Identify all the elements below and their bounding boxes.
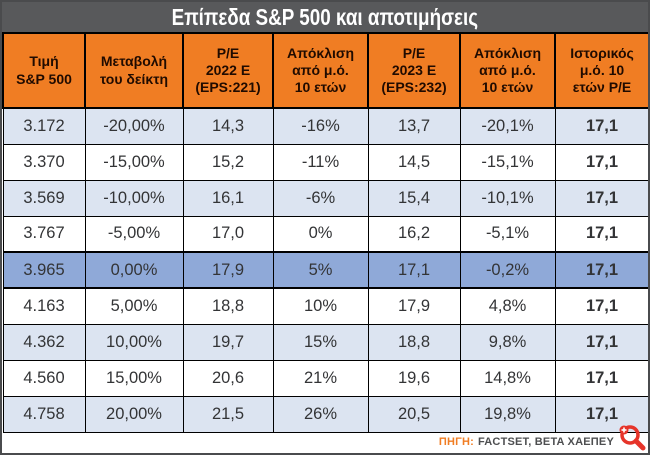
table-cell: 21% (272, 359, 369, 397)
table-cell: 5% (272, 251, 369, 289)
table-cell: 17,1 (554, 251, 648, 289)
table-cell: 3.172 (2, 107, 86, 145)
table-cell: 15% (272, 323, 369, 361)
table-cell: -5,00% (84, 215, 184, 253)
table-cell: 17,0 (182, 215, 274, 253)
table-cell: 19,6 (367, 359, 461, 397)
source-text: FACTSET, BETA ΧΑΕΠΕΥ (477, 436, 614, 448)
table-cell: 17,1 (554, 359, 648, 397)
table-cell: 18,8 (367, 323, 461, 361)
table-cell: 26% (272, 395, 369, 433)
table-cell: 14,3 (182, 107, 274, 145)
table-cell: 10,00% (84, 323, 184, 361)
table-cell: -20,00% (84, 107, 184, 145)
column-header: Μεταβολή του δείκτη (84, 32, 184, 109)
table-cell: 20,5 (367, 395, 461, 433)
table-cell: 14,5 (367, 143, 461, 181)
table-cell: -15,00% (84, 143, 184, 181)
table-cell: 14,8% (459, 359, 556, 397)
table-cell: 13,7 (367, 107, 461, 145)
table-cell: 17,1 (554, 215, 648, 253)
table-cell: 17,9 (182, 251, 274, 289)
table-cell: 4.362 (2, 323, 86, 361)
table-cell: -20,1% (459, 107, 556, 145)
table-cell: 18,8 (182, 287, 274, 325)
table-cell: -10,1% (459, 179, 556, 217)
table-row: 3.172 -20,00% 14,3 -16% 13,7 -20,1% 17,1 (2, 107, 648, 145)
table-cell: 0% (272, 215, 369, 253)
table-cell: 17,1 (367, 251, 461, 289)
column-header: Ιστορικός μ.ό. 10 ετών P/E (554, 32, 648, 109)
table-cell: -0,2% (459, 251, 556, 289)
table-cell: 16,1 (182, 179, 274, 217)
table-row: 3.569 -10,00% 16,1 -6% 15,4 -10,1% 17,1 (2, 179, 648, 217)
sp500-valuations-table: Τιμή S&P 500 Μεταβολή του δείκτη P/E 2022 … (2, 32, 648, 433)
table-cell: -10,00% (84, 179, 184, 217)
table-cell: 19,8% (459, 395, 556, 433)
table-cell: 3.767 (2, 215, 86, 253)
table-cell: 4.163 (2, 287, 86, 325)
table-cell: 16,2 (367, 215, 461, 253)
table-cell: -16% (272, 107, 369, 145)
table-cell: 3.370 (2, 143, 86, 181)
table-cell: 17,1 (554, 287, 648, 325)
column-header: P/E 2022 E (EPS:221) (182, 32, 274, 109)
table-cell: 15,4 (367, 179, 461, 217)
column-header: Απόκλιση από μ.ό. 10 ετών (272, 32, 369, 109)
table-cell: -11% (272, 143, 369, 181)
table-cell: 17,1 (554, 323, 648, 361)
table-cell: 15,2 (182, 143, 274, 181)
title-bar: Επίπεδα S&P 500 και αποτιμήσεις (2, 2, 648, 32)
table-cell: 15,00% (84, 359, 184, 397)
source-row: ΠΗΓΗ: FACTSET, BETA ΧΑΕΠΕΥ (2, 425, 648, 453)
table-cell: 17,9 (367, 287, 461, 325)
table-cell: 21,5 (182, 395, 274, 433)
table-cell: 20,00% (84, 395, 184, 433)
table-row: 4.560 15,00% 20,6 21% 19,6 14,8% 17,1 (2, 359, 648, 397)
table-cell: 10% (272, 287, 369, 325)
table-cell: 4.758 (2, 395, 86, 433)
table-cell: 17,1 (554, 395, 648, 433)
table-row: 3.370 -15,00% 15,2 -11% 14,5 -15,1% 17,1 (2, 143, 648, 181)
table-cell: 20,6 (182, 359, 274, 397)
table-row: 4.758 20,00% 21,5 26% 20,5 19,8% 17,1 (2, 395, 648, 433)
table-cell: 3.965 (2, 251, 86, 289)
table-cell: 17,1 (554, 143, 648, 181)
table-cell: 5,00% (84, 287, 184, 325)
table-cell: -6% (272, 179, 369, 217)
page-title: Επίπεδα S&P 500 και αποτιμήσεις (171, 3, 479, 30)
table-cell: 17,1 (554, 107, 648, 145)
table-cell: 0,00% (84, 251, 184, 289)
table-row: 3.965 0,00% 17,9 5% 17,1 -0,2% 17,1 (2, 251, 648, 289)
column-header: Τιμή S&P 500 (2, 32, 86, 109)
table-cell: 4,8% (459, 287, 556, 325)
table-cell: 19,7 (182, 323, 274, 361)
table-cell: 4.560 (2, 359, 86, 397)
table-row: 4.163 5,00% 18,8 10% 17,9 4,8% 17,1 (2, 287, 648, 325)
table-cell: -5,1% (459, 215, 556, 253)
table-row: 4.362 10,00% 19,7 15% 18,8 9,8% 17,1 (2, 323, 648, 361)
table-cell: 17,1 (554, 179, 648, 217)
table-row: 3.767 -5,00% 17,0 0% 16,2 -5,1% 17,1 (2, 215, 648, 253)
column-header: Απόκλιση από μ.ό. 10 ετών (459, 32, 556, 109)
table-header-row: Τιμή S&P 500 Μεταβολή του δείκτη P/E 2022 … (2, 32, 648, 109)
zoom-in-magnifier-icon[interactable] (617, 423, 647, 453)
table-cell: 9,8% (459, 323, 556, 361)
table-cell: -15,1% (459, 143, 556, 181)
column-header: P/E 2023 E (EPS:232) (367, 32, 461, 109)
table-cell: 3.569 (2, 179, 86, 217)
source-label: ΠΗΓΗ: (438, 436, 474, 448)
